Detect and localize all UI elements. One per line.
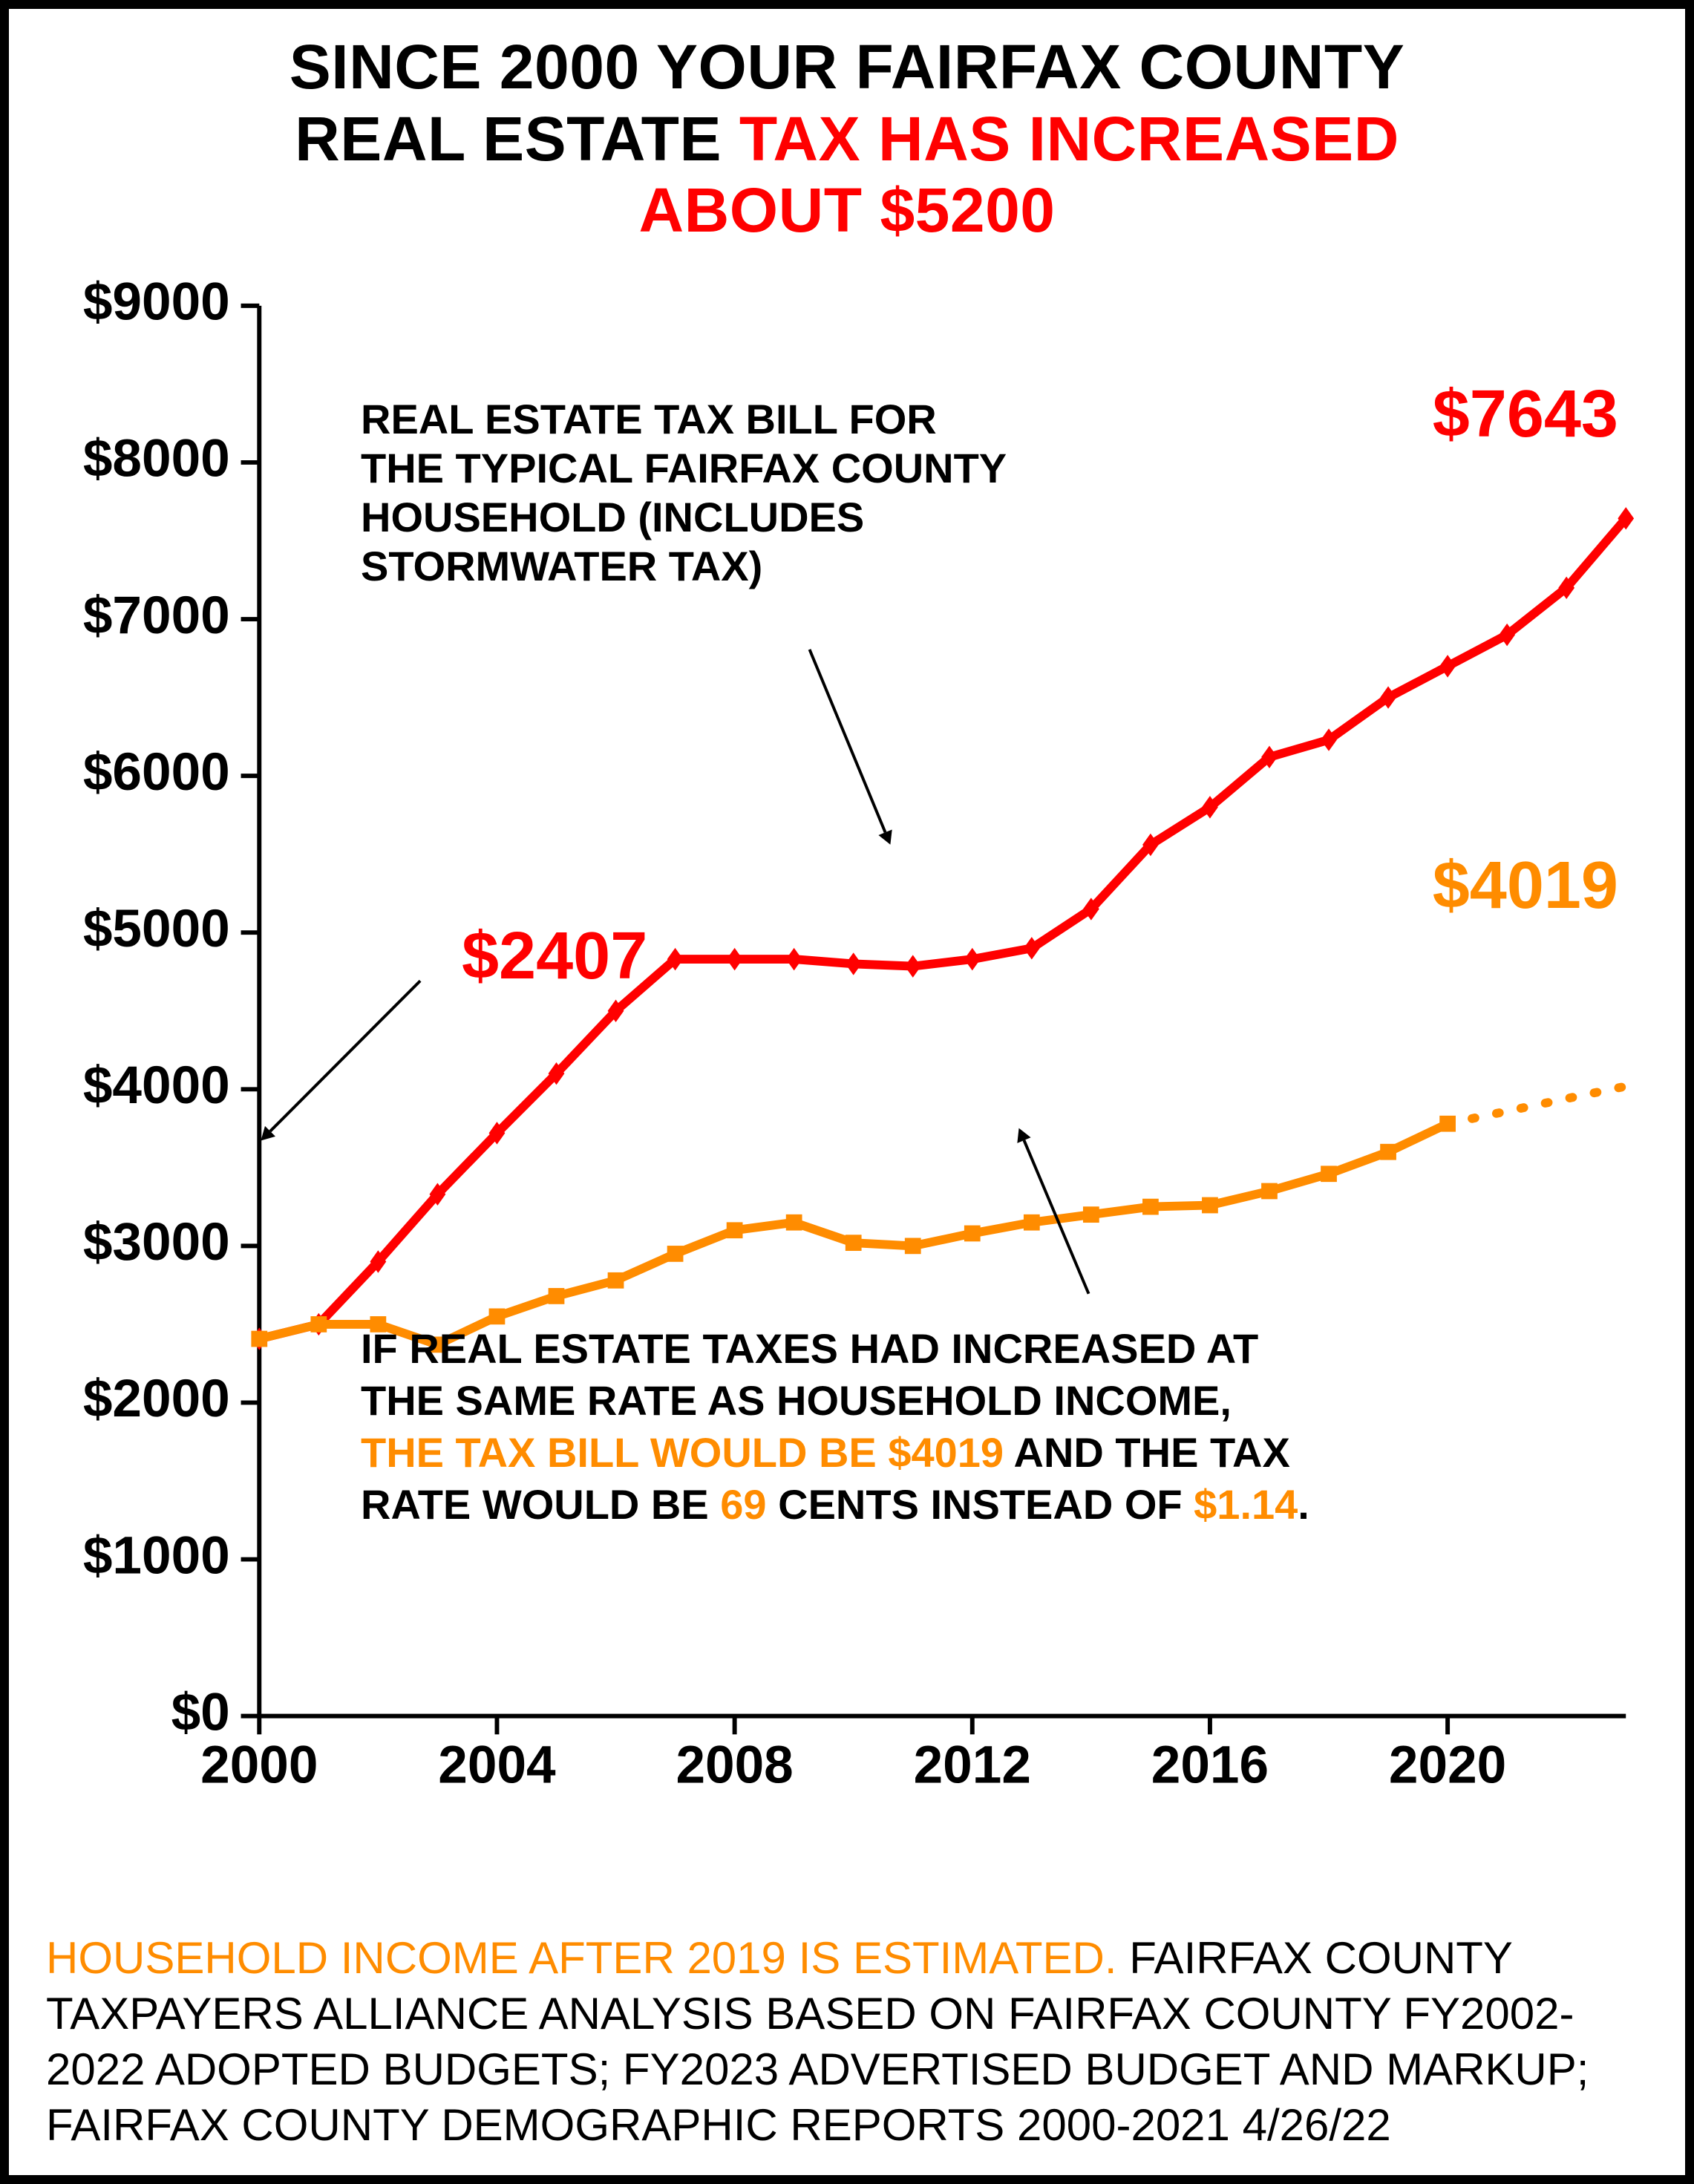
svg-text:2020: 2020: [1389, 1736, 1506, 1795]
lower-3a: THE TAX BILL WOULD BE $4019: [361, 1429, 1014, 1476]
svg-text:2016: 2016: [1151, 1736, 1269, 1795]
lower-line-3: THE TAX BILL WOULD BE $4019 AND THE TAX: [361, 1427, 1626, 1479]
title-line-2a: REAL ESTATE: [295, 104, 739, 174]
chart-title: SINCE 2000 YOUR FAIRFAX COUNTY REAL ESTA…: [9, 31, 1685, 246]
svg-text:$8000: $8000: [83, 430, 230, 488]
source-estimated: HOUSEHOLD INCOME AFTER 2019 IS ESTIMATED…: [46, 1933, 1129, 1983]
title-line-1: SINCE 2000 YOUR FAIRFAX COUNTY: [9, 31, 1685, 103]
chart-frame: SINCE 2000 YOUR FAIRFAX COUNTY REAL ESTA…: [0, 0, 1694, 2184]
start-value-label: $2407: [462, 918, 647, 995]
title-line-2: REAL ESTATE TAX HAS INCREASED: [9, 103, 1685, 175]
svg-text:$2000: $2000: [83, 1370, 230, 1428]
title-line-2b: TAX HAS INCREASED: [739, 104, 1399, 174]
lower-4d: $1.14: [1194, 1481, 1298, 1528]
lower-3b: AND THE TAX: [1014, 1429, 1290, 1476]
svg-text:$0: $0: [171, 1683, 230, 1742]
svg-text:2000: 2000: [200, 1736, 318, 1795]
lower-4a: RATE WOULD BE: [361, 1481, 720, 1528]
lower-line-2: THE SAME RATE AS HOUSEHOLD INCOME,: [361, 1375, 1626, 1427]
svg-text:$1000: $1000: [83, 1526, 230, 1585]
svg-text:$6000: $6000: [83, 743, 230, 802]
title-line-3: ABOUT $5200: [9, 174, 1685, 246]
source-text: HOUSEHOLD INCOME AFTER 2019 IS ESTIMATED…: [46, 1930, 1648, 2153]
lower-4b: 69: [720, 1481, 766, 1528]
lower-line-1: IF REAL ESTATE TAXES HAD INCREASED AT: [361, 1323, 1626, 1375]
end-tax-value-label: $7643: [1433, 376, 1618, 453]
lower-4e: .: [1298, 1481, 1309, 1528]
svg-text:2004: 2004: [438, 1736, 556, 1795]
svg-text:2012: 2012: [914, 1736, 1031, 1795]
end-income-value-label: $4019: [1433, 848, 1618, 924]
svg-text:2008: 2008: [676, 1736, 793, 1795]
svg-text:$7000: $7000: [83, 586, 230, 645]
lower-4c: CENTS INSTEAD OF: [767, 1481, 1194, 1528]
svg-text:$5000: $5000: [83, 900, 230, 958]
svg-text:$9000: $9000: [83, 273, 230, 332]
svg-text:$3000: $3000: [83, 1213, 230, 1272]
svg-text:$4000: $4000: [83, 1056, 230, 1115]
lower-line-4: RATE WOULD BE 69 CENTS INSTEAD OF $1.14.: [361, 1479, 1626, 1531]
tax-desc-callout: REAL ESTATE TAX BILL FORTHE TYPICAL FAIR…: [361, 395, 1007, 591]
income-comparison-text: IF REAL ESTATE TAXES HAD INCREASED AT TH…: [361, 1323, 1626, 1531]
